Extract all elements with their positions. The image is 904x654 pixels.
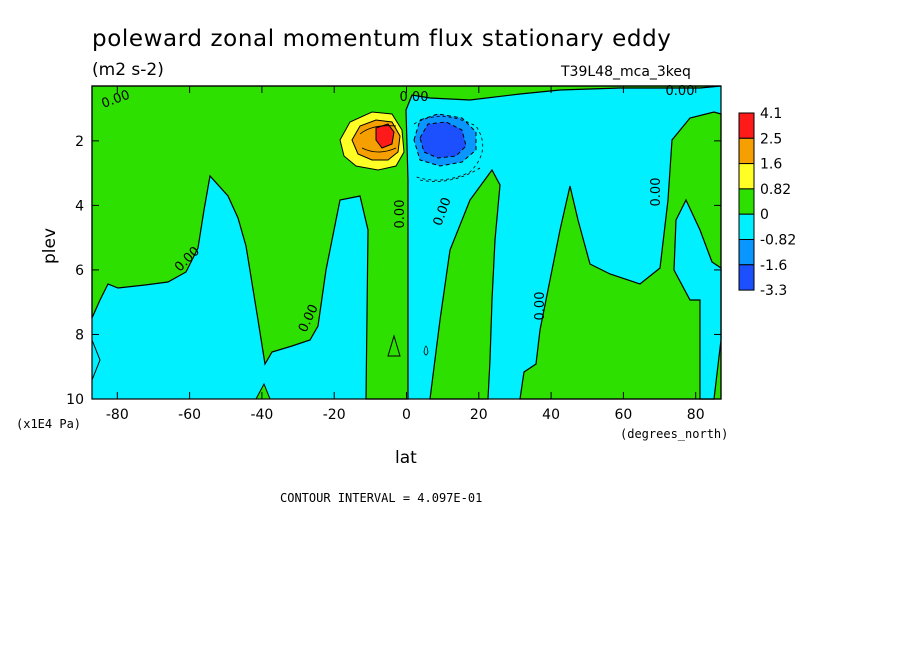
colorbar: 4.1 2.5 1.6 0.82 0 -0.82 -1.6 -3.3 <box>738 106 796 299</box>
y-tick-label: 8 <box>75 327 84 343</box>
x-tick-label: -80 <box>106 407 129 423</box>
colorbar-swatch <box>738 163 755 190</box>
x-tick-label: 60 <box>614 407 632 423</box>
x-tick-label: 80 <box>687 407 705 423</box>
negative-region-highlat <box>673 198 722 400</box>
x-tick-label: 20 <box>470 407 488 423</box>
zero-contour-label: 0.00 <box>649 178 664 207</box>
negative-contour-b <box>419 167 481 182</box>
x-axis: -80 -60 -40 -20 0 20 40 60 80 <box>106 86 705 423</box>
negative-contour-a <box>413 116 484 181</box>
x-tick-label: 0 <box>402 407 411 423</box>
colorbar-level-label: -0.82 <box>760 233 796 249</box>
chart-title: poleward zonal momentum flux stationary … <box>92 26 672 52</box>
y-axis-title: plev <box>40 228 60 264</box>
positive-contour-a <box>359 125 397 135</box>
colorbar-swatch <box>738 213 755 240</box>
colorbar-level-label: 4.1 <box>760 106 782 122</box>
x-tick-label: -40 <box>250 407 273 423</box>
zero-contour-label: 0.00 <box>666 84 695 99</box>
y-tick-label: 4 <box>75 198 84 214</box>
y-tick-label: 10 <box>66 392 84 408</box>
colorbar-swatch <box>738 239 755 266</box>
positive-region-midlat <box>519 111 722 400</box>
y-tick-label: 6 <box>75 263 84 279</box>
x-tick-label: -20 <box>323 407 346 423</box>
colorbar-level-label: -1.6 <box>760 258 787 274</box>
small-contour-island <box>423 345 429 356</box>
y-tick-label: 2 <box>75 134 84 150</box>
contour-interval-text: CONTOUR INTERVAL = 4.097E-01 <box>280 491 482 505</box>
negative-core-blue <box>419 121 467 159</box>
small-positive-island <box>387 334 401 357</box>
positive-core-red <box>375 123 395 149</box>
colorbar-swatch <box>738 137 755 165</box>
x-units-label: (degrees_north) <box>620 427 728 441</box>
colorbar-level-label: 0 <box>760 207 769 223</box>
positive-contour-b <box>361 147 397 153</box>
zero-contour-label: 0.00 <box>533 292 548 321</box>
x-tick-label: 40 <box>542 407 560 423</box>
run-label: T39L48_mca_3keq <box>560 64 691 80</box>
x-tick-label: -60 <box>178 407 201 423</box>
colorbar-level-label: 1.6 <box>760 157 782 173</box>
y-axis: 2 4 6 8 10 <box>66 134 721 408</box>
y-units-label: (x1E4 Pa) <box>16 417 81 431</box>
zero-contour-label: 0.00 <box>400 90 429 105</box>
positive-region-column <box>429 168 501 400</box>
colorbar-swatch <box>738 264 755 291</box>
zero-contour-label: 0.00 <box>393 200 408 229</box>
x-axis-title: lat <box>395 448 417 468</box>
chart-units: (m2 s-2) <box>92 60 164 80</box>
colorbar-level-label: -3.3 <box>760 283 787 299</box>
positive-region-main <box>91 85 722 400</box>
colorbar-level-label: 2.5 <box>760 131 782 147</box>
colorbar-swatch <box>738 188 755 215</box>
colorbar-swatch <box>738 112 755 139</box>
colorbar-level-label: 0.82 <box>760 182 791 198</box>
plot-area: 0.00 0.00 0.000.000.000.00 0.000.000.00 <box>91 84 722 400</box>
